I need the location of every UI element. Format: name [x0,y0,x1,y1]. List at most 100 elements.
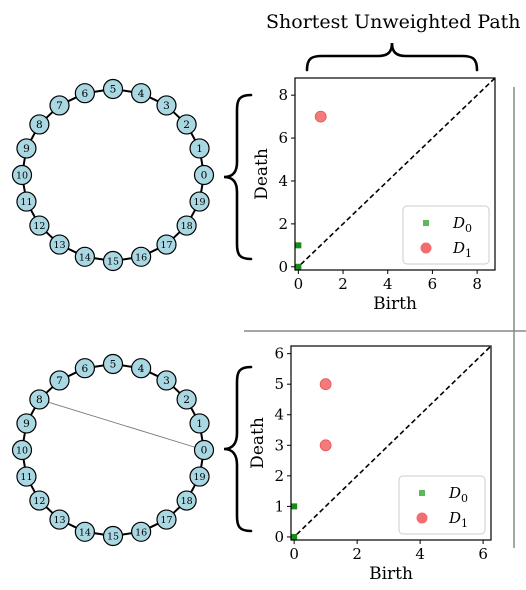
legend-label-d0: D0 [448,484,468,505]
d1-point [319,439,332,452]
node-circle [156,95,177,116]
node-circle [16,191,37,212]
node-circle [189,413,210,434]
node-circle [176,490,197,511]
graph-node-3: 3 [156,95,177,116]
node-circle [102,353,124,375]
node-label: 16 [135,527,147,538]
node-label: 10 [16,446,28,457]
node-circle [74,83,95,104]
node-circle [49,234,70,255]
node-label: 6 [82,88,89,100]
node-circle [102,78,124,100]
node-label: 3 [163,375,170,387]
node-circle [176,215,197,236]
node-label: 7 [56,375,63,387]
graph-node-15: 15 [102,250,124,272]
node-label: 10 [16,171,28,182]
graph-node-18: 18 [176,215,197,236]
node-label: 12 [33,496,45,507]
legend-label-d1: D1 [452,239,472,260]
legend-d0-marker [419,490,425,496]
node-circle [29,490,50,511]
node-circle [193,439,215,461]
graph-node-10: 10 [11,164,33,186]
node-label: 15 [107,257,119,268]
graph-node-0: 0 [193,164,215,186]
d0-point [295,263,302,270]
node-circle [29,389,50,410]
graph-node-6: 6 [74,358,95,379]
y-axis-label: Death [248,417,268,469]
x-tick-label: 0 [289,545,299,563]
graph-node-6: 6 [74,83,95,104]
node-label: 17 [160,515,172,526]
node-label: 14 [79,252,91,263]
graph-node-11: 11 [16,466,37,487]
node-circle [156,370,177,391]
graph-node-17: 17 [156,509,177,530]
y-tick-label: 3 [274,436,284,454]
graph-node-14: 14 [74,246,95,267]
node-label: 11 [20,197,32,208]
node-label: 8 [36,119,43,131]
graph-node-7: 7 [49,95,70,116]
y-tick-label: 4 [274,406,284,424]
node-circle [176,389,197,410]
node-label: 9 [23,418,30,430]
graph-node-15: 15 [102,525,124,547]
node-circle [74,246,95,267]
graph-node-10: 10 [11,439,33,461]
x-tick-label: 6 [428,275,438,293]
node-circle [49,370,70,391]
node-circle [29,114,50,135]
node-circle [131,246,152,267]
x-tick-label: 4 [415,545,425,563]
node-label: 2 [183,394,190,406]
top-brace [305,42,479,72]
graph-node-12: 12 [29,490,50,511]
d1-point [319,378,332,391]
legend-box [402,205,490,265]
node-circle [11,164,33,186]
node-label: 3 [163,100,170,112]
graph-node-14: 14 [74,521,95,542]
node-circle [11,439,33,461]
graph-node-3: 3 [156,370,177,391]
node-circle [131,521,152,542]
node-label: 1 [196,143,203,155]
node-label: 2 [183,119,190,131]
graph-node-19: 19 [189,191,210,212]
node-label: 18 [181,496,193,507]
node-circle [29,215,50,236]
graph-node-12: 12 [29,215,50,236]
legend-label-d0: D0 [452,214,472,235]
node-label: 4 [138,88,145,100]
left-brace-top [223,93,253,261]
graph-node-11: 11 [16,191,37,212]
legend-label-d1: D1 [448,509,468,530]
y-tick-label: 6 [278,129,288,147]
node-label: 5 [110,84,117,96]
graph-node-18: 18 [176,490,197,511]
x-tick-label: 6 [478,545,488,563]
left-brace-bottom [223,365,253,533]
node-label: 0 [201,445,208,457]
node-label: 0 [201,170,208,182]
node-label: 6 [82,363,89,375]
node-circle [156,509,177,530]
graph-node-13: 13 [49,234,70,255]
graph-node-8: 8 [29,389,50,410]
node-label: 15 [107,532,119,543]
node-circle [102,525,124,547]
graph-node-0: 0 [193,439,215,461]
d0-point [291,503,298,510]
node-label: 5 [110,359,117,371]
x-axis-label: Birth [369,564,413,584]
node-circle [16,138,37,159]
node-label: 14 [79,527,91,538]
